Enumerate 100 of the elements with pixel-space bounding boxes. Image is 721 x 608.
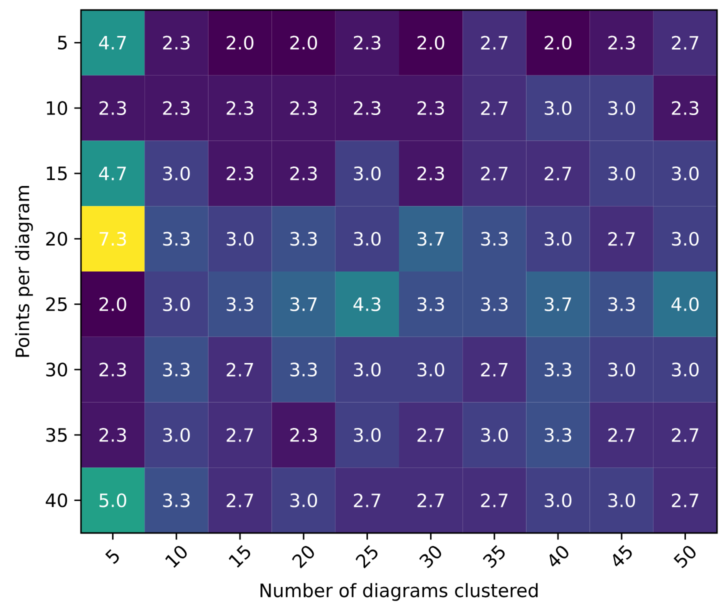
data-label: 4.0 <box>671 297 699 312</box>
data-label: 7.3 <box>100 232 126 246</box>
data-label: 2.7 <box>226 428 254 442</box>
data-label: 3.0 <box>290 493 318 508</box>
data-label: 3.3 <box>163 493 190 508</box>
data-label: 2.7 <box>672 36 698 50</box>
data-label: 2.7 <box>481 362 508 376</box>
data-label: 3.0 <box>354 428 381 442</box>
data-label: 2.7 <box>608 232 635 246</box>
data-label: 2.3 <box>226 101 254 116</box>
x-axis-title: Number of diagrams clustered <box>260 583 538 601</box>
data-label: 2.7 <box>672 494 698 508</box>
data-label: 3.0 <box>354 362 381 377</box>
data-label: 3.0 <box>608 362 636 377</box>
data-label: 3.3 <box>481 232 508 246</box>
data-label: 4.3 <box>353 297 380 312</box>
data-label: 3.0 <box>544 232 572 246</box>
data-label: 2.0 <box>544 36 572 50</box>
data-label: 2.3 <box>100 101 126 116</box>
data-label: 3.7 <box>544 297 572 312</box>
data-label: 2.7 <box>226 494 254 508</box>
data-label: 2.3 <box>672 101 698 116</box>
data-label: 3.0 <box>354 232 381 246</box>
y-tick-label: 10 <box>46 101 68 116</box>
data-label: 2.0 <box>418 36 444 50</box>
data-label: 3.3 <box>290 232 317 246</box>
x-tick-label: 25 <box>356 545 378 568</box>
y-tick-label: 40 <box>46 493 68 508</box>
x-tick-label: 45 <box>613 545 632 566</box>
data-label: 3.7 <box>418 232 444 246</box>
data-label: 2.7 <box>354 494 380 508</box>
data-label: 3.0 <box>163 428 190 442</box>
data-label: 2.3 <box>290 101 317 116</box>
data-label: 3.3 <box>544 428 572 442</box>
x-tick-label: 35 <box>482 545 505 568</box>
x-tick-label: 20 <box>292 546 314 568</box>
data-label: 3.0 <box>354 166 381 180</box>
data-label: 2.0 <box>226 36 254 50</box>
x-tick-label: 15 <box>228 545 250 568</box>
data-label: 2.7 <box>544 166 572 180</box>
data-label: 3.0 <box>672 362 699 377</box>
data-label: 3.0 <box>226 232 254 246</box>
data-label: 4.7 <box>99 166 126 180</box>
data-label: 3.0 <box>163 166 190 180</box>
data-label: 2.3 <box>418 101 444 116</box>
data-label: 3.3 <box>226 297 254 312</box>
data-label: 3.0 <box>418 362 444 377</box>
data-label: 3.3 <box>481 297 508 312</box>
data-label: 3.7 <box>290 297 317 312</box>
data-label: 3.0 <box>672 166 699 180</box>
x-tick-label: 5 <box>105 549 119 564</box>
data-label: 2.3 <box>418 166 444 180</box>
data-label: 2.7 <box>481 101 508 115</box>
data-label: 3.3 <box>544 362 572 377</box>
y-tick-label: 20 <box>46 232 68 246</box>
data-label: 2.3 <box>354 36 380 50</box>
y-tick-label: 5 <box>58 36 67 50</box>
data-label: 3.0 <box>672 232 699 246</box>
data-label: 2.7 <box>418 494 444 508</box>
data-label: 4.7 <box>99 36 126 50</box>
x-tick-label: 30 <box>419 546 442 568</box>
data-label: 3.0 <box>608 166 636 180</box>
data-label: 3.3 <box>290 362 317 377</box>
data-label: 3.0 <box>481 428 508 442</box>
data-label: 5.0 <box>100 493 126 508</box>
y-axis-title: Points per diagram <box>15 186 33 357</box>
x-tick-label: 40 <box>550 546 568 566</box>
data-label: 3.0 <box>544 493 572 508</box>
data-label: 3.0 <box>608 101 636 116</box>
data-label: 2.7 <box>226 362 254 376</box>
data-label: 2.3 <box>163 36 190 50</box>
data-label: 2.0 <box>290 36 318 50</box>
data-label: 2.3 <box>100 428 126 442</box>
data-label: 3.0 <box>608 493 636 508</box>
data-label: 2.3 <box>163 101 190 116</box>
x-tick-label: 50 <box>674 546 696 568</box>
data-label: 2.3 <box>608 36 635 50</box>
data-label: 2.3 <box>226 166 254 180</box>
y-tick-label: 30 <box>46 362 68 377</box>
data-label: 3.3 <box>418 297 444 312</box>
data-label: 2.3 <box>290 166 317 180</box>
data-label: 2.3 <box>354 101 380 116</box>
y-tick-label: 25 <box>46 297 67 312</box>
data-label: 3.3 <box>163 232 190 246</box>
data-label: 2.0 <box>100 297 126 312</box>
x-tick-label: 10 <box>165 546 187 568</box>
data-label: 2.7 <box>608 428 635 442</box>
data-label: 3.0 <box>163 297 190 312</box>
data-label: 3.0 <box>544 101 572 116</box>
y-tick-label: 15 <box>46 166 67 180</box>
data-label: 2.7 <box>418 428 444 442</box>
data-label: 2.7 <box>481 494 508 508</box>
y-tick-label: 35 <box>46 428 67 442</box>
data-label: 2.3 <box>100 362 126 377</box>
data-label: 2.7 <box>672 428 698 442</box>
data-label: 2.3 <box>290 428 317 442</box>
data-label: 3.3 <box>163 362 190 377</box>
data-label: 2.7 <box>481 36 508 50</box>
data-label: 2.7 <box>481 166 508 180</box>
data-label: 3.3 <box>608 297 635 312</box>
